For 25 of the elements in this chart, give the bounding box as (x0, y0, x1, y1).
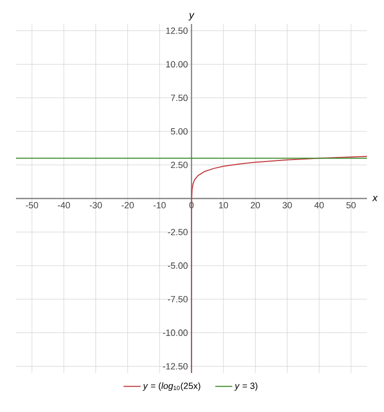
x-tick-label: 20 (250, 202, 260, 208)
legend-label: y = (log$_{10}$(25x) (142, 382, 200, 391)
x-tick-label: -40 (58, 202, 70, 208)
legend-label: y = 3) (234, 382, 258, 391)
x-tick-label: -30 (90, 202, 102, 208)
y-tick-label: 2.50 (170, 162, 188, 168)
y-tick-label: -7.50 (168, 296, 188, 302)
x-tick-label: 40 (314, 202, 324, 208)
x-tick-label: -10 (154, 202, 166, 208)
x-tick-label: 30 (282, 202, 292, 208)
x-tick-label: -20 (122, 202, 134, 208)
line-series (191, 156, 367, 373)
y-tick-label: 10.00 (166, 61, 188, 68)
y-tick-label: 12.50 (166, 28, 188, 34)
y-tick-label: 7.50 (170, 94, 188, 102)
y-tick-label: -10.00 (162, 330, 188, 336)
y-tick-label: -12.50 (162, 363, 188, 370)
x-tick-label: 10 (219, 202, 228, 208)
y-tick-label: -2.50 (168, 228, 188, 236)
y-tick-label: -5.00 (168, 262, 188, 269)
y-tick-label: 5.00 (170, 128, 188, 135)
x-tick-label: 50 (346, 202, 356, 208)
y-axis-title: y (188, 13, 194, 20)
x-tick-label: -50 (26, 202, 38, 208)
x-axis-title: x (372, 196, 378, 202)
